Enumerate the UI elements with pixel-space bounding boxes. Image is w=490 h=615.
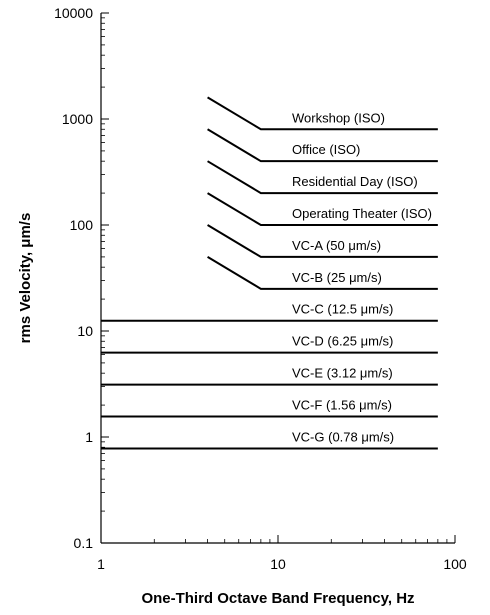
y-tick-label: 1 xyxy=(85,429,93,445)
criterion-label: VC-G (0.78 μm/s) xyxy=(292,429,394,444)
criterion-label: VC-E (3.12 μm/s) xyxy=(292,366,393,381)
criterion-label: VC-C (12.5 μm/s) xyxy=(292,302,393,317)
x-axis-ticks: 1 10 100 xyxy=(97,535,467,572)
x-tick-label: 10 xyxy=(270,556,286,572)
criterion-label: Workshop (ISO) xyxy=(292,110,385,125)
criterion-label: VC-B (25 μm/s) xyxy=(292,270,382,285)
y-tick-label: 0.1 xyxy=(74,535,94,551)
y-tick-label: 1000 xyxy=(62,111,93,127)
y-tick-label: 10000 xyxy=(54,5,93,21)
criterion-label: Office (ISO) xyxy=(292,142,360,157)
criterion-line xyxy=(207,224,438,258)
y-axis-title: rms Velocity, μm/s xyxy=(17,213,34,344)
series-labels: Workshop (ISO) Office (ISO) Residential Da… xyxy=(292,110,432,444)
criterion-line xyxy=(207,160,438,195)
x-tick-label: 1 xyxy=(97,556,105,572)
criterion-label: Operating Theater (ISO) xyxy=(292,206,432,221)
x-tick-label: 100 xyxy=(443,556,467,572)
criterion-label: Residential Day (ISO) xyxy=(292,174,418,189)
x-axis-title: One-Third Octave Band Frequency, Hz xyxy=(141,590,414,607)
criterion-line xyxy=(207,256,438,290)
series-lines xyxy=(101,96,438,450)
y-tick-label: 10 xyxy=(77,323,93,339)
criterion-line xyxy=(207,96,438,131)
criterion-label: VC-A (50 μm/s) xyxy=(292,238,381,253)
criterion-label: VC-F (1.56 μm/s) xyxy=(292,398,392,413)
criterion-label: VC-D (6.25 μm/s) xyxy=(292,334,393,349)
criterion-line xyxy=(207,192,438,226)
criterion-line xyxy=(207,128,438,163)
y-tick-label: 100 xyxy=(70,217,94,233)
y-axis-ticks: 0.1 1 10 100 1000 10000 xyxy=(54,5,109,551)
